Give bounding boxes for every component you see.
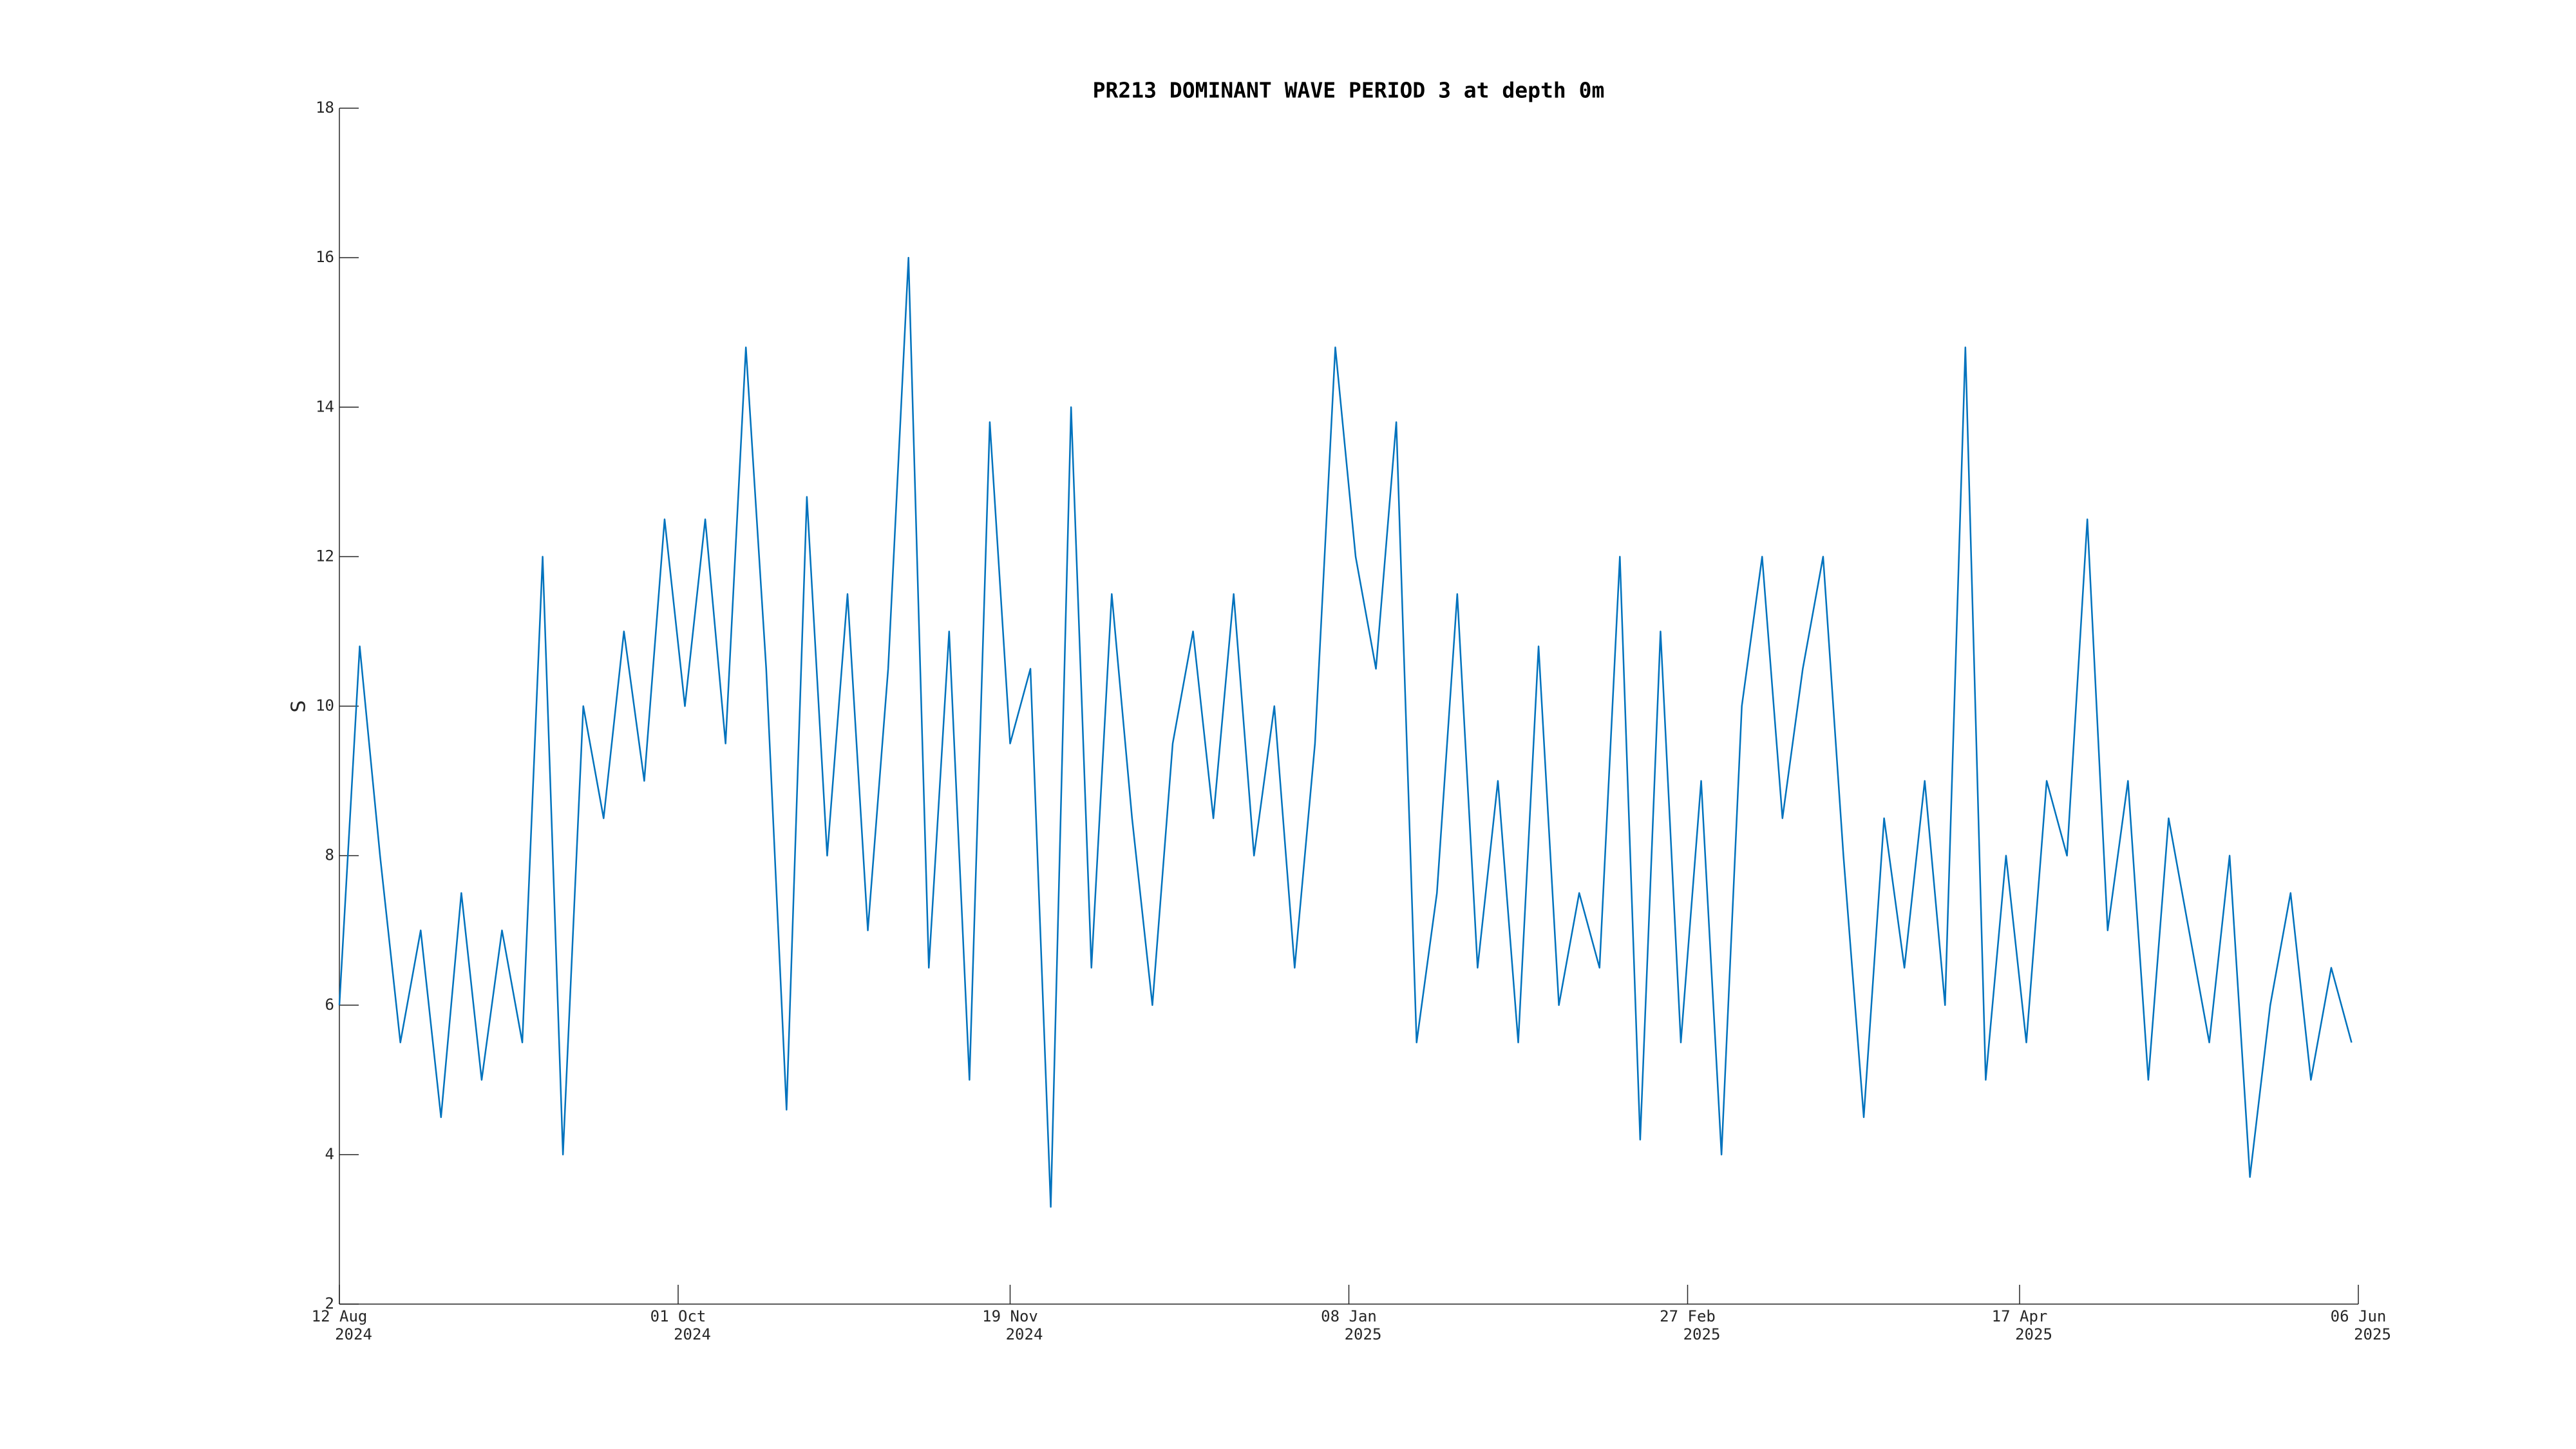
x-tick-label: 2024 xyxy=(674,1325,711,1343)
x-tick-label: 2024 xyxy=(1006,1325,1043,1343)
y-tick-label: 16 xyxy=(316,248,334,266)
x-tick-label: 12 Aug xyxy=(312,1307,368,1325)
y-tick-label: 6 xyxy=(325,996,334,1014)
y-tick-label: 8 xyxy=(325,846,334,864)
x-tick-label: 2025 xyxy=(1345,1325,1382,1343)
x-tick-label: 2024 xyxy=(335,1325,372,1343)
x-tick-label: 2025 xyxy=(2015,1325,2052,1343)
x-tick-label: 2025 xyxy=(1683,1325,1721,1343)
x-tick-label: 2025 xyxy=(2354,1325,2391,1343)
x-tick-label: 01 Oct xyxy=(650,1307,706,1325)
y-tick-label: 4 xyxy=(325,1145,334,1163)
y-tick-label: 12 xyxy=(316,547,334,565)
x-tick-label: 17 Apr xyxy=(1992,1307,2048,1325)
chart-title: PR213 DOMINANT WAVE PERIOD 3 at depth 0m xyxy=(1093,78,1605,103)
x-tick-label: 27 Feb xyxy=(1660,1307,1716,1325)
x-tick-label: 19 Nov xyxy=(982,1307,1038,1325)
y-tick-label: 2 xyxy=(325,1294,334,1312)
y-tick-label: 18 xyxy=(316,99,334,117)
y-tick-label: 14 xyxy=(316,397,334,415)
data-line xyxy=(338,256,2353,1208)
x-tick-label: 06 Jun xyxy=(2331,1307,2387,1325)
y-tick-label: 10 xyxy=(316,697,334,715)
x-tick-label: 08 Jan xyxy=(1321,1307,1377,1325)
y-axis-label: S xyxy=(288,700,310,712)
